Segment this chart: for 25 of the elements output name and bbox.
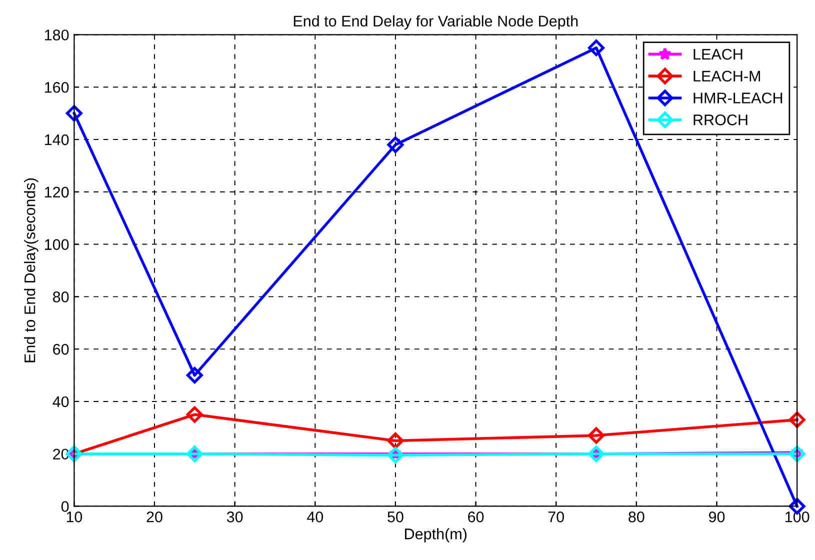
- x-tick-label: 50: [388, 512, 404, 522]
- y-tick-label: 140: [44, 134, 69, 146]
- y-tick-label: 0: [61, 501, 69, 512]
- legend-label: LEACH-M: [694, 70, 760, 82]
- legend-label: HMR-LEACH: [694, 92, 782, 104]
- x-tick-label: 10: [66, 512, 82, 522]
- y-tick-label: 80: [52, 292, 69, 302]
- x-tick-label: 60: [468, 512, 484, 522]
- x-tick-label: 20: [146, 512, 162, 522]
- y-tick-label: 180: [44, 30, 69, 40]
- x-tick-label: 40: [306, 512, 324, 522]
- x-axis-title: Depth(m): [405, 528, 467, 542]
- y-tick-label: 100: [44, 239, 69, 250]
- legend-label: LEACH: [694, 48, 742, 60]
- y-tick-label: 160: [44, 82, 69, 93]
- x-tick-label: 30: [226, 512, 243, 522]
- x-tick-label: 70: [548, 512, 564, 522]
- y-tick-label: 120: [44, 186, 69, 198]
- x-tick-label: 90: [708, 512, 725, 522]
- legend-label: RROCH: [694, 114, 748, 126]
- y-tick-label: 60: [53, 344, 69, 355]
- chart-title: End to End Delay for Variable Node Depth: [294, 15, 578, 30]
- x-tick-label: 80: [628, 512, 644, 522]
- y-tick-label: 40: [52, 396, 69, 408]
- y-axis-title: End to End Delay(seconds): [24, 178, 38, 362]
